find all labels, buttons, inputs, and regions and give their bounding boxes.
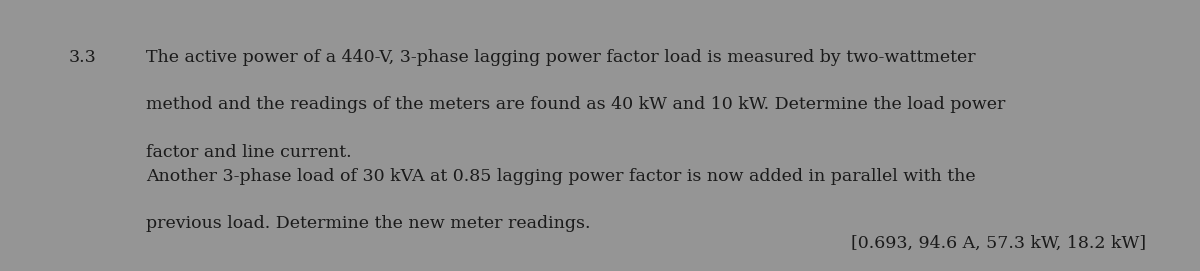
Text: method and the readings of the meters are found as 40 kW and 10 kW. Determine th: method and the readings of the meters ar… (146, 96, 1006, 113)
Text: Another 3-phase load of 30 kVA at 0.85 lagging power factor is now added in para: Another 3-phase load of 30 kVA at 0.85 l… (146, 168, 976, 185)
Text: The active power of a 440-V, 3-phase lagging power factor load is measured by tw: The active power of a 440-V, 3-phase lag… (146, 49, 976, 66)
Text: 3.3: 3.3 (68, 49, 96, 66)
Text: previous load. Determine the new meter readings.: previous load. Determine the new meter r… (146, 215, 590, 233)
Text: factor and line current.: factor and line current. (146, 144, 352, 161)
Text: [0.693, 94.6 A, 57.3 kW, 18.2 kW]: [0.693, 94.6 A, 57.3 kW, 18.2 kW] (851, 235, 1146, 252)
